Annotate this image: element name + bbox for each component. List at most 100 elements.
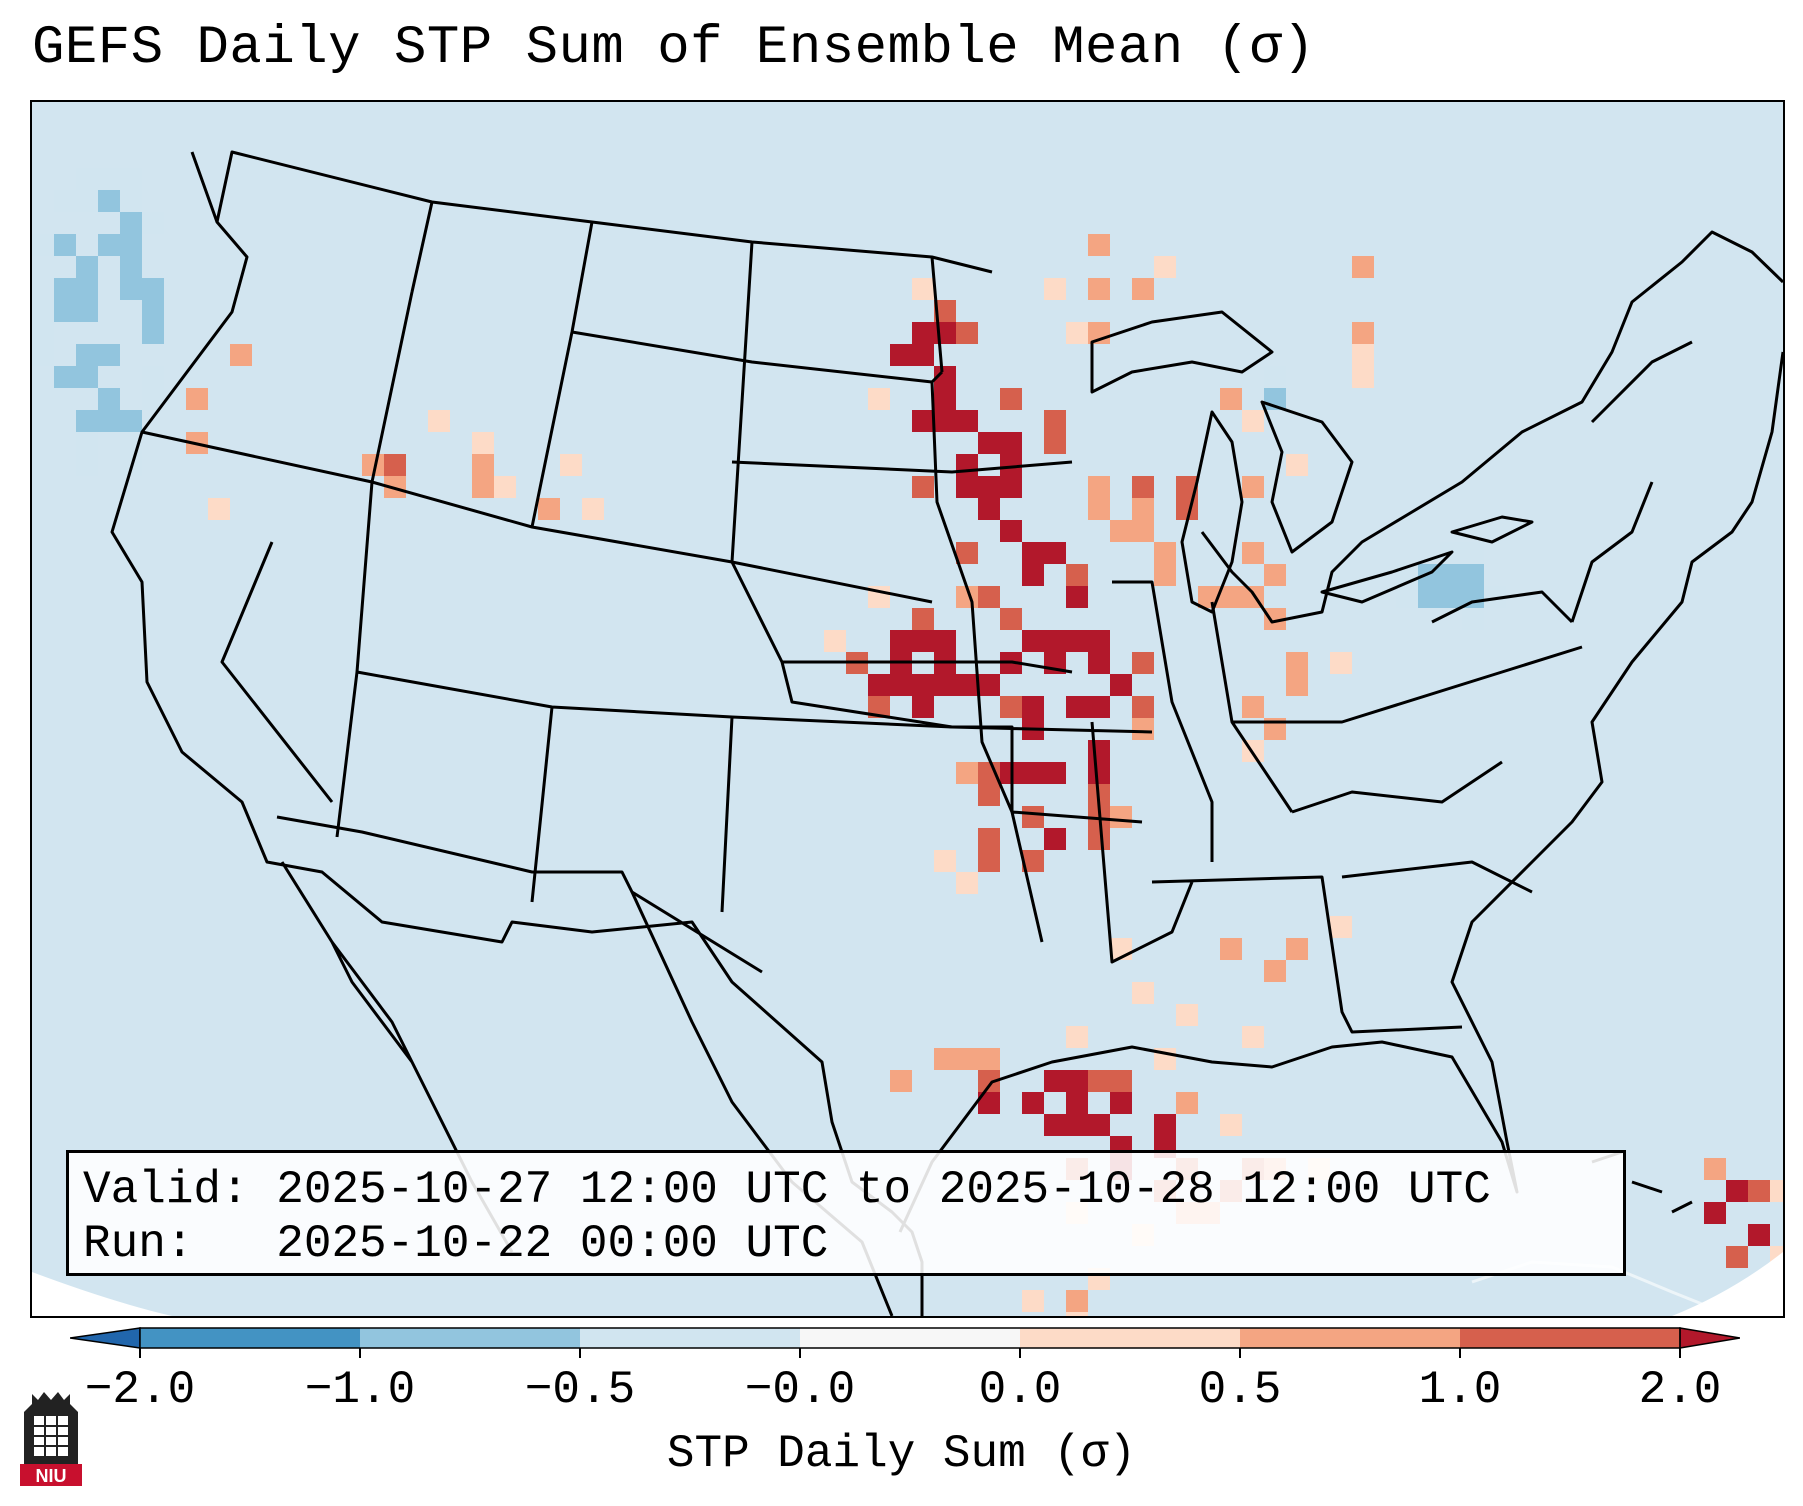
stp-cell: [1352, 256, 1374, 278]
stp-cell: [384, 454, 406, 476]
stp-cell-negative: [76, 344, 98, 366]
stp-cell: [362, 454, 384, 476]
stp-cell: [934, 388, 956, 410]
stp-cell: [1132, 520, 1154, 542]
stp-cell: [1242, 476, 1264, 498]
stp-cell: [912, 344, 934, 366]
lake-huron: [1260, 400, 1354, 554]
stp-cell: [1176, 476, 1198, 498]
domain-edge-bottom-left: [32, 1272, 172, 1316]
stp-cell: [934, 300, 956, 322]
stp-cell: [1704, 1202, 1726, 1224]
svg-text:NIU: NIU: [36, 1466, 67, 1486]
stp-cell-negative: [76, 278, 98, 300]
stp-cell-negative: [76, 410, 98, 432]
stp-cell: [1748, 1224, 1770, 1246]
stp-cell: [1110, 806, 1132, 828]
colorbar-tick-label: 2.0: [1638, 1364, 1722, 1416]
stp-cell: [1022, 542, 1044, 564]
colorbar-bins: [70, 1327, 1740, 1349]
stp-cell-negative: [120, 278, 142, 300]
stp-cell: [1220, 586, 1242, 608]
colorbar-bin: [1020, 1328, 1240, 1348]
colorbar-ticks: [139, 1348, 1681, 1358]
stp-cell: [1110, 520, 1132, 542]
stp-cell: [1044, 1070, 1066, 1092]
stp-cell: [890, 1070, 912, 1092]
stp-cell-negative: [54, 278, 76, 300]
stp-cell-negative: [98, 168, 120, 190]
stp-cell: [1088, 696, 1110, 718]
stp-cell: [1088, 740, 1110, 762]
stp-cell: [1066, 1026, 1088, 1048]
stp-cell: [1088, 498, 1110, 520]
lake-ontario: [1450, 515, 1534, 544]
stp-cell: [1066, 696, 1088, 718]
stp-cell-negative: [54, 300, 76, 322]
stp-cell-negative: [76, 168, 98, 190]
stp-cell: [1022, 696, 1044, 718]
stp-cell-negative: [120, 190, 142, 212]
map-panel: [30, 100, 1785, 1318]
stp-cell-negative: [98, 410, 120, 432]
colorbar-label: STP Daily Sum (σ): [666, 1428, 1137, 1480]
stp-cell: [1352, 344, 1374, 366]
stp-cell: [1088, 762, 1110, 784]
stp-cell-negative: [76, 256, 98, 278]
stp-cell-negative: [142, 300, 164, 322]
stp-cell-negative: [1462, 542, 1484, 564]
stp-cell: [1022, 1092, 1044, 1114]
stp-cell-negative: [142, 388, 164, 410]
stp-cell: [890, 630, 912, 652]
stp-cell: [582, 498, 604, 520]
stp-cell: [1176, 1092, 1198, 1114]
stp-cell: [912, 476, 934, 498]
lake-superior: [1090, 310, 1274, 394]
stp-cell: [1726, 1180, 1748, 1202]
colorbar-bin: [580, 1328, 800, 1348]
stp-cell: [472, 476, 494, 498]
stp-cell: [1154, 542, 1176, 564]
colorbar-tick-label: −1.0: [304, 1364, 416, 1416]
stp-cell-negative: [120, 410, 142, 432]
stp-cell-negative: [32, 234, 54, 256]
colorbar-bin: [1460, 1328, 1680, 1348]
stp-cell: [1132, 652, 1154, 674]
stp-cell: [1088, 476, 1110, 498]
stp-cell-negative: [120, 168, 142, 190]
stp-cell: [868, 388, 890, 410]
stp-anomaly-cells: [32, 168, 1783, 1316]
stp-cell: [1748, 1180, 1770, 1202]
stp-cell: [428, 410, 450, 432]
stp-cell: [1000, 520, 1022, 542]
stp-cell: [934, 630, 956, 652]
colorbar-extend-low: [70, 1327, 141, 1349]
stp-cell: [956, 674, 978, 696]
stp-cell: [1000, 696, 1022, 718]
stp-cell: [956, 322, 978, 344]
stp-cell: [1088, 1070, 1110, 1092]
stp-cell: [912, 410, 934, 432]
stp-cell: [1770, 1180, 1783, 1202]
stp-cell: [1154, 256, 1176, 278]
stp-cell: [1044, 410, 1066, 432]
stp-cell: [934, 410, 956, 432]
stp-cell-negative: [32, 322, 54, 344]
stp-cell-negative: [1462, 608, 1484, 630]
stp-cell-negative: [142, 366, 164, 388]
stp-cell: [1044, 630, 1066, 652]
stp-cell: [1286, 674, 1308, 696]
stp-cell: [1044, 828, 1066, 850]
stp-cell-negative: [142, 212, 164, 234]
stp-cell: [208, 498, 230, 520]
stp-cell: [1000, 454, 1022, 476]
stp-cell: [538, 498, 560, 520]
stp-cell-negative: [120, 234, 142, 256]
stp-cell: [1110, 1070, 1132, 1092]
stp-cell: [978, 850, 1000, 872]
stp-cell: [978, 1092, 1000, 1114]
stp-cell: [868, 674, 890, 696]
stp-cell: [1242, 696, 1264, 718]
stp-cell: [1044, 542, 1066, 564]
stp-cell: [1242, 410, 1264, 432]
